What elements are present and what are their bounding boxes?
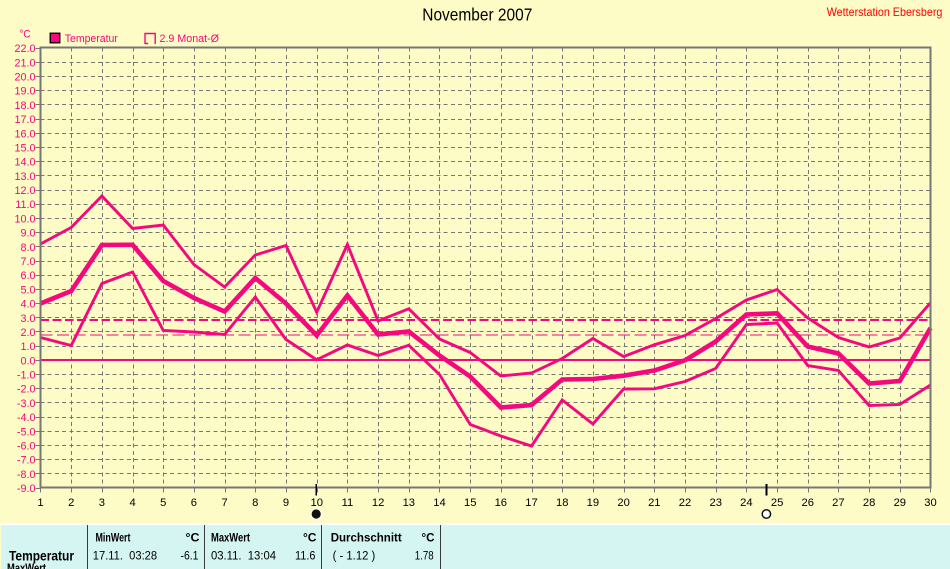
svg-text:03.11. 13:04: 03.11. 13:04 xyxy=(211,550,277,562)
svg-text:1.0: 1.0 xyxy=(20,341,35,353)
svg-text:7.0: 7.0 xyxy=(20,256,35,268)
svg-text:11.6: 11.6 xyxy=(295,550,316,562)
svg-text:-6.1: -6.1 xyxy=(181,550,199,562)
svg-text:25: 25 xyxy=(771,497,783,509)
svg-text:20.0: 20.0 xyxy=(14,72,35,84)
svg-text:°C: °C xyxy=(422,532,435,544)
svg-text:26: 26 xyxy=(801,497,813,509)
svg-text:16.0: 16.0 xyxy=(14,128,35,140)
svg-text:8.0: 8.0 xyxy=(20,242,35,254)
svg-text:Temperatur: Temperatur xyxy=(65,33,118,45)
svg-text:Wetterstation Ebersberg: Wetterstation Ebersberg xyxy=(827,5,943,19)
svg-text:11: 11 xyxy=(342,497,354,509)
svg-text:-5.0: -5.0 xyxy=(17,426,36,438)
svg-text:11.0: 11.0 xyxy=(15,199,35,211)
svg-text:30: 30 xyxy=(924,497,936,509)
svg-text:4.0: 4.0 xyxy=(20,299,35,311)
svg-text:5: 5 xyxy=(160,497,166,509)
svg-text:9.0: 9.0 xyxy=(20,228,35,240)
svg-text:-2.0: -2.0 xyxy=(17,384,36,396)
svg-text:1: 1 xyxy=(37,497,43,509)
svg-text:22.0: 22.0 xyxy=(14,43,35,55)
svg-text:17.11. 03:28: 17.11. 03:28 xyxy=(93,550,157,562)
svg-text:15: 15 xyxy=(464,497,476,509)
svg-text:7: 7 xyxy=(221,497,227,509)
svg-text:17.0: 17.0 xyxy=(14,114,35,126)
svg-text:2.0: 2.0 xyxy=(20,327,35,339)
svg-text:Temperatur: Temperatur xyxy=(9,547,74,563)
svg-text:21.0: 21.0 xyxy=(14,57,35,69)
svg-text:3.0: 3.0 xyxy=(20,313,35,325)
svg-text:15.0: 15.0 xyxy=(14,143,35,155)
svg-text:14: 14 xyxy=(433,497,445,509)
svg-text:12.0: 12.0 xyxy=(14,185,35,197)
svg-text:19.0: 19.0 xyxy=(14,86,35,98)
svg-text:°C: °C xyxy=(303,532,317,544)
svg-text:8: 8 xyxy=(252,497,258,509)
svg-text:°C: °C xyxy=(186,532,200,544)
svg-text:13: 13 xyxy=(403,497,415,509)
svg-text:November 2007: November 2007 xyxy=(422,5,532,25)
svg-text:14.0: 14.0 xyxy=(14,157,35,169)
svg-text:21: 21 xyxy=(648,497,660,509)
svg-text:MaxWert: MaxWert xyxy=(211,532,250,544)
svg-text:12: 12 xyxy=(372,497,384,509)
svg-text:6.0: 6.0 xyxy=(20,270,35,282)
svg-text:-7.0: -7.0 xyxy=(17,455,36,467)
svg-text:2.9 Monat-Ø: 2.9 Monat-Ø xyxy=(160,33,220,45)
svg-text:-6.0: -6.0 xyxy=(17,441,36,453)
svg-text:13.0: 13.0 xyxy=(14,171,35,183)
svg-text:10.0: 10.0 xyxy=(14,213,35,225)
svg-text:°C: °C xyxy=(20,29,31,41)
svg-text:5.0: 5.0 xyxy=(20,284,35,296)
svg-text:Durchschnitt: Durchschnitt xyxy=(331,532,402,544)
svg-text:-8.0: -8.0 xyxy=(17,469,36,481)
svg-text:-1.0: -1.0 xyxy=(17,370,36,382)
svg-text:-9.0: -9.0 xyxy=(17,483,36,495)
svg-text:29: 29 xyxy=(894,497,906,509)
svg-text:9: 9 xyxy=(283,497,289,509)
svg-text:24: 24 xyxy=(740,497,752,509)
svg-text:2: 2 xyxy=(68,497,74,509)
svg-text:4: 4 xyxy=(129,497,135,509)
svg-text:22: 22 xyxy=(679,497,691,509)
svg-text:18: 18 xyxy=(556,497,568,509)
svg-text:19: 19 xyxy=(587,497,599,509)
svg-text:0.0: 0.0 xyxy=(20,355,35,367)
svg-text:27: 27 xyxy=(832,497,844,509)
svg-text:1.78: 1.78 xyxy=(415,550,434,562)
svg-text:23: 23 xyxy=(709,497,721,509)
svg-text:-4.0: -4.0 xyxy=(17,412,36,424)
svg-text:6: 6 xyxy=(191,497,197,509)
svg-text:16: 16 xyxy=(495,497,507,509)
svg-text:MinWert: MinWert xyxy=(96,532,131,544)
svg-text:-3.0: -3.0 xyxy=(17,398,36,410)
svg-text:MaxWert: MaxWert xyxy=(7,563,46,569)
svg-text:20: 20 xyxy=(617,497,629,509)
svg-text:28: 28 xyxy=(863,497,875,509)
svg-text:18.0: 18.0 xyxy=(14,100,35,112)
svg-text:17: 17 xyxy=(525,497,537,509)
svg-text:10: 10 xyxy=(310,497,322,509)
svg-text:( - 1.12 ): ( - 1.12 ) xyxy=(333,550,376,562)
svg-text:3: 3 xyxy=(99,497,105,509)
